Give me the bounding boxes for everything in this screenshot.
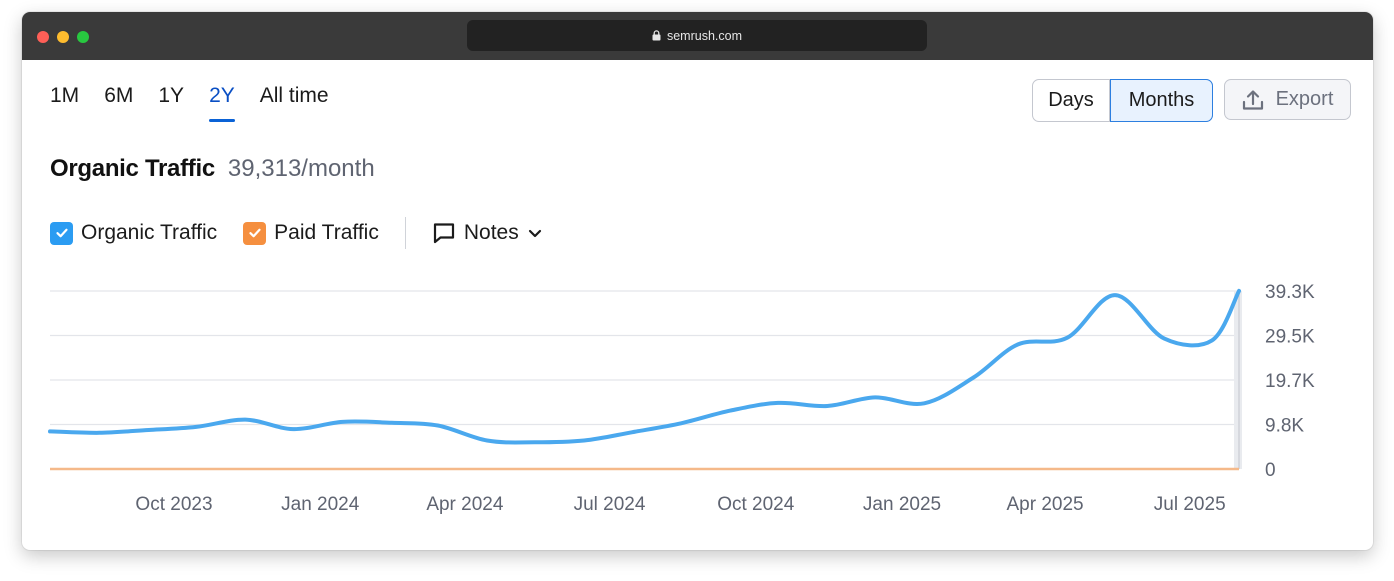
export-button[interactable]: Export (1224, 79, 1351, 120)
series-legend: Organic Traffic Paid Traffic Notes (50, 217, 543, 249)
browser-window: semrush.com 1M 6M 1Y 2Y All time Days Months… (22, 12, 1373, 550)
checkbox-checked-icon (50, 221, 73, 245)
metric-heading: Organic Traffic 39,313/month (50, 155, 375, 183)
notes-label: Notes (463, 221, 519, 244)
lock-icon (652, 30, 661, 41)
period-tabs: 1M 6M 1Y 2Y All time (50, 84, 354, 122)
organic-traffic-label: Organic Traffic (81, 221, 218, 244)
period-tab[interactable]: 2Y (209, 84, 235, 122)
months-button[interactable]: Months (1110, 79, 1213, 122)
export-icon (1242, 89, 1263, 110)
period-tab[interactable]: 6M (104, 84, 134, 107)
granularity-toggle: Days Months (1032, 79, 1213, 122)
metric-title: Organic Traffic (50, 155, 215, 182)
chevron-down-icon (528, 229, 541, 238)
organic-traffic-checkbox[interactable]: Organic Traffic (50, 221, 217, 245)
checkbox-checked-icon (243, 221, 267, 245)
minimize-window-button[interactable] (57, 31, 69, 43)
address-bar[interactable]: semrush.com (467, 20, 927, 51)
zoom-window-button[interactable] (77, 31, 89, 43)
period-tab[interactable]: 1M (50, 84, 80, 107)
address-bar-url: semrush.com (666, 28, 743, 43)
period-tab[interactable]: All time (259, 84, 329, 107)
export-label: Export (1275, 88, 1334, 110)
traffic-panel: 1M 6M 1Y 2Y All time Days Months Export Orga… (22, 60, 1373, 550)
period-tab[interactable]: 1Y (158, 84, 185, 107)
notes-dropdown[interactable]: Notes (432, 221, 543, 245)
paid-traffic-checkbox[interactable]: Paid Traffic (243, 221, 379, 245)
browser-titlebar: semrush.com (22, 12, 1373, 60)
paid-traffic-label: Paid Traffic (274, 221, 379, 244)
legend-divider (404, 217, 406, 249)
comment-icon (433, 223, 454, 244)
close-window-button[interactable] (37, 31, 49, 43)
metric-value: 39,313/month (227, 155, 375, 182)
days-button[interactable]: Days (1033, 80, 1110, 121)
